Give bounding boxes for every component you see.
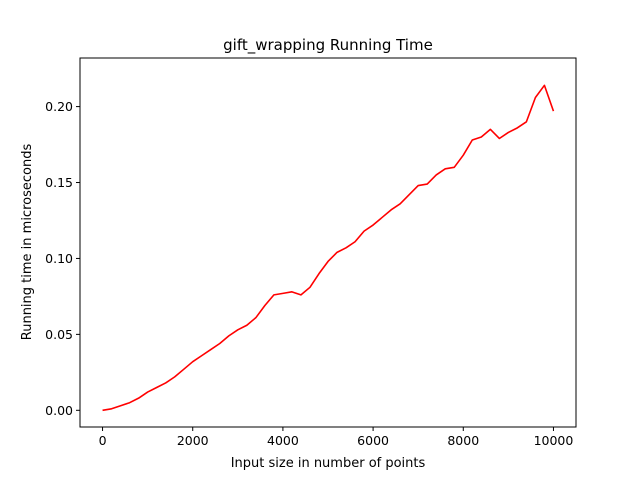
data-point (453, 166, 455, 168)
y-tick-label: 0.20 (45, 99, 73, 114)
data-point (381, 216, 383, 218)
data-point (246, 324, 248, 326)
x-tick-label: 8000 (447, 433, 479, 448)
data-point (237, 329, 239, 331)
data-point (372, 224, 374, 226)
plot-area (102, 84, 555, 412)
data-point (426, 183, 428, 185)
data-point (138, 397, 140, 399)
data-point (507, 131, 509, 133)
data-point (219, 342, 221, 344)
data-point (543, 84, 545, 86)
data-point (408, 194, 410, 196)
data-point (183, 368, 185, 370)
x-axis-label: Input size in number of points (231, 456, 426, 471)
data-point (129, 402, 131, 404)
data-point (498, 137, 500, 139)
axes-frame (79, 57, 577, 428)
x-tick-label: 2000 (177, 433, 209, 448)
x-axis: 0 2000 4000 6000 8000 10000 (99, 427, 574, 448)
data-point (255, 317, 257, 319)
data-point (174, 376, 176, 378)
data-point (309, 286, 311, 288)
data-point (156, 387, 158, 389)
data-point (516, 127, 518, 129)
data-point (327, 260, 329, 262)
data-point (201, 355, 203, 357)
data-point (363, 230, 365, 232)
y-axis-label: Running time in microseconds (20, 144, 35, 341)
data-point (264, 305, 266, 307)
data-point (354, 241, 356, 243)
data-point (192, 361, 194, 363)
y-axis: 0.00 0.05 0.10 0.15 0.20 (45, 99, 80, 418)
x-tick-label: 6000 (357, 433, 389, 448)
data-point (336, 251, 338, 253)
data-point (318, 273, 320, 275)
data-point (444, 168, 446, 170)
data-point (435, 174, 437, 176)
data-point (417, 185, 419, 187)
data-point (210, 349, 212, 351)
data-point (489, 128, 491, 130)
data-point (282, 292, 284, 294)
data-point (399, 203, 401, 205)
data-point (534, 96, 536, 98)
x-tick-label: 10000 (534, 433, 574, 448)
data-point (228, 335, 230, 337)
data-point (165, 382, 167, 384)
y-tick-label: 0.00 (45, 403, 73, 418)
data-point (345, 247, 347, 249)
series-line-0 (102, 84, 555, 412)
y-tick-label: 0.05 (45, 327, 73, 342)
data-point (111, 408, 113, 410)
data-point (273, 294, 275, 296)
data-point (525, 121, 527, 123)
data-point (390, 209, 392, 211)
data-point (291, 291, 293, 293)
data-point (552, 110, 554, 112)
data-point (147, 391, 149, 393)
data-point (471, 139, 473, 141)
data-point (120, 405, 122, 407)
data-point (480, 136, 482, 138)
y-tick-label: 0.15 (45, 175, 73, 190)
chart-title: gift_wrapping Running Time (223, 36, 433, 55)
data-point (300, 294, 302, 296)
data-point (102, 409, 104, 411)
x-tick-label: 4000 (267, 433, 299, 448)
x-tick-label: 0 (99, 433, 107, 448)
y-tick-label: 0.10 (45, 251, 73, 266)
data-point (462, 154, 464, 156)
